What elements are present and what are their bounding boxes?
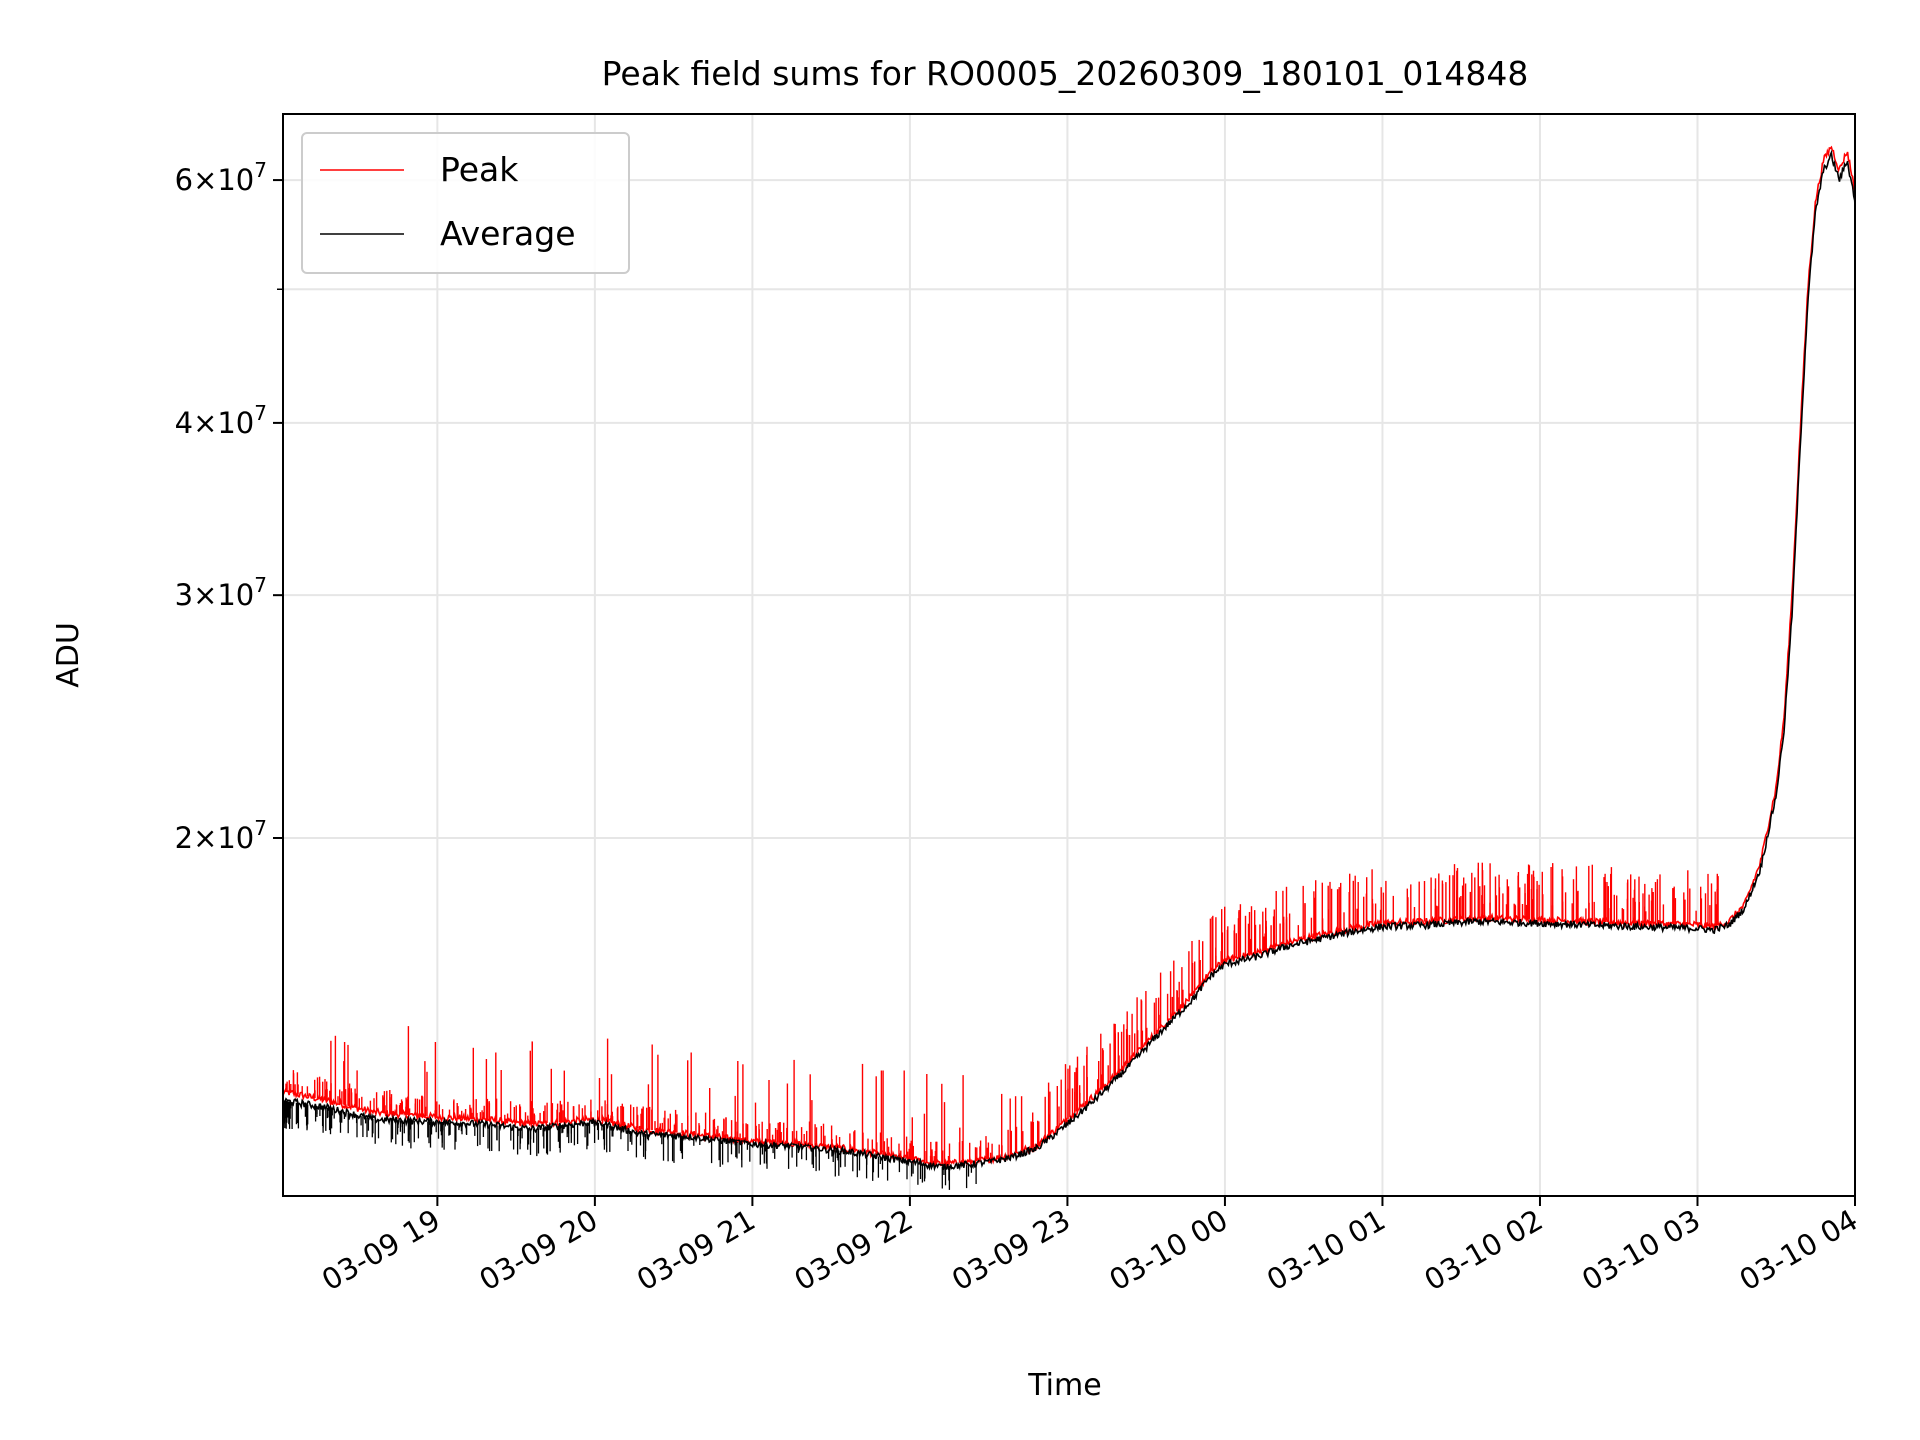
y-tick-mantissa: 4 — [175, 406, 193, 440]
x-tick-label: 03-09 23 — [946, 1203, 1076, 1298]
y-tick-exponent: 7 — [254, 816, 267, 840]
y-tick-exponent: 7 — [254, 158, 267, 182]
x-tick-label: 03-09 21 — [631, 1203, 761, 1298]
x-tick-label: 03-09 22 — [788, 1203, 918, 1298]
chart-title: Peak field sums for RO0005_20260309_1801… — [602, 54, 1529, 93]
x-tick-label: 03-10 02 — [1419, 1203, 1549, 1298]
x-tick-label: 03-09 19 — [316, 1203, 446, 1298]
y-tick-base: ×10 — [193, 578, 254, 612]
x-tick-label: 03-09 20 — [473, 1203, 603, 1298]
series-line-peak — [283, 145, 1855, 1167]
x-axis-label: Time — [1027, 1368, 1101, 1403]
y-tick-mantissa: 2 — [175, 821, 193, 855]
y-tick-base: ×10 — [193, 163, 254, 197]
x-tick-label: 03-10 03 — [1576, 1203, 1706, 1298]
y-tick-exponent: 7 — [254, 573, 267, 597]
y-tick-label: 2×107 — [175, 816, 267, 855]
legend-label-peak: Peak — [440, 150, 519, 189]
plot-area-frame — [282, 113, 1856, 1197]
y-tick-exponent: 7 — [254, 401, 267, 425]
y-tick-label: 4×107 — [175, 401, 267, 440]
y-tick-label: 6×107 — [175, 158, 267, 197]
y-tick-mantissa: 3 — [175, 578, 193, 612]
y-tick-label: 3×107 — [175, 573, 267, 612]
y-tick-mantissa: 6 — [175, 163, 193, 197]
series-layer — [283, 145, 1855, 1172]
legend: Peak Average — [301, 132, 630, 274]
x-axis: 03-09 19 03-09 20 03-09 21 03-09 22 03-09 23… — [316, 1196, 1864, 1297]
legend-label-average: Average — [440, 214, 576, 253]
x-tick-label: 03-10 00 — [1104, 1203, 1234, 1298]
x-tick-label: 03-10 04 — [1734, 1203, 1864, 1298]
series-line-average — [283, 149, 1855, 1172]
y-axis-label: ADU — [51, 622, 86, 688]
noise-spikes — [283, 862, 1719, 1190]
grid-lines — [283, 114, 1856, 1196]
legend-box — [301, 132, 630, 274]
y-tick-base: ×10 — [193, 406, 254, 440]
x-tick-label: 03-10 01 — [1261, 1203, 1391, 1298]
y-tick-base: ×10 — [193, 821, 254, 855]
